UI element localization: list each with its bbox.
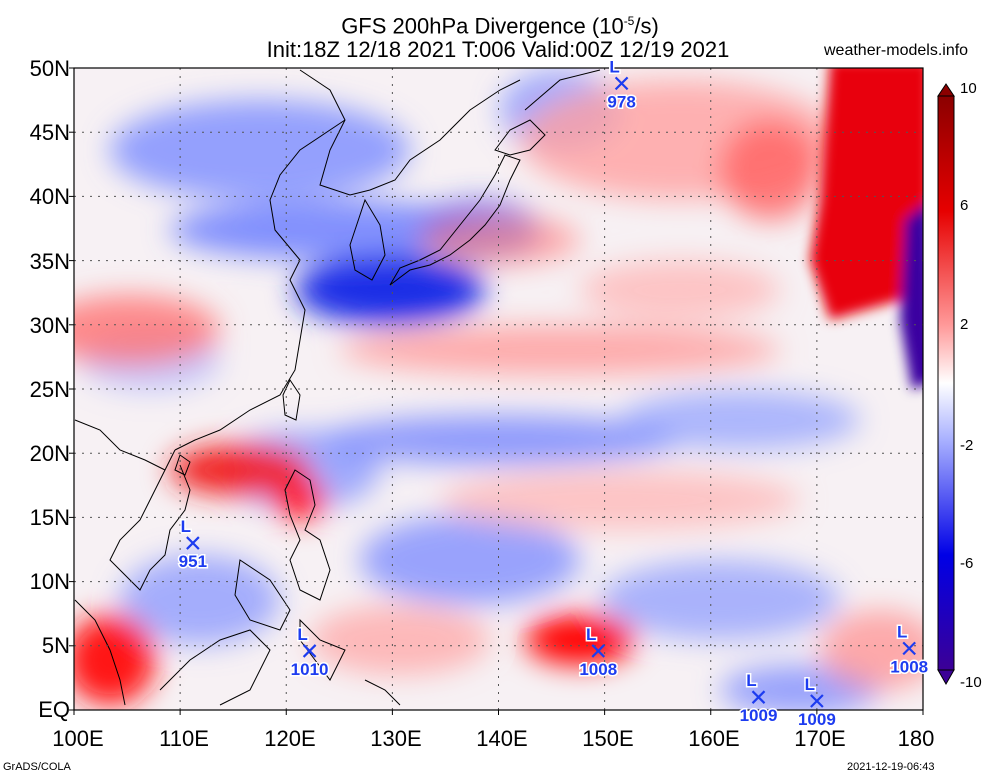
lon-label-180: 180	[897, 726, 935, 751]
axis-ticks	[69, 67, 924, 715]
low-pressure-value: 1010	[291, 660, 329, 679]
lat-label-10n: 10N	[29, 569, 70, 594]
low-pressure-value: 1008	[890, 657, 928, 676]
map-title-line1: GFS 200hPa Divergence (10-5/s)	[341, 13, 659, 39]
low-center-x-icon	[186, 536, 200, 550]
lat-label-25n: 25N	[29, 377, 70, 402]
lat-label-eq: EQ	[38, 697, 70, 722]
lat-label-30n: 30N	[29, 313, 70, 338]
lat-label-50n: 50N	[29, 56, 70, 81]
lat-label-5n: 5N	[41, 633, 70, 658]
low-pressure-value: 978	[607, 92, 635, 111]
low-center-x-icon	[614, 76, 629, 91]
map-title-line2: Init:18Z 12/18 2021 T:006 Valid:00Z 12/1…	[266, 37, 730, 62]
low-letter: L	[181, 517, 191, 536]
site-credit: weather-models.info	[824, 42, 969, 59]
lon-label-130e: 130E	[370, 726, 422, 751]
low-marker: L 1008	[578, 623, 619, 680]
low-letter: L	[746, 671, 756, 690]
lat-label-20n: 20N	[29, 441, 70, 466]
low-center-x-icon	[810, 694, 824, 708]
colorbar	[937, 83, 955, 686]
lon-label-100e: 100E	[52, 726, 104, 751]
low-pressure-value: 951	[179, 552, 207, 571]
low-pressure-value: 1008	[579, 660, 617, 679]
lat-label-40n: 40N	[29, 184, 70, 209]
colorbar-label-neg6: -6	[960, 555, 974, 572]
low-marker: L 1010	[289, 623, 330, 680]
colorbar-label-10: 10	[960, 80, 977, 97]
low-center-x-icon	[302, 644, 317, 658]
colorbar-label-neg10: -10	[960, 674, 982, 691]
coastlines	[74, 69, 601, 706]
low-marker: L 1009	[738, 670, 779, 727]
divergence-field	[74, 68, 923, 710]
lon-label-160e: 160E	[688, 726, 740, 751]
low-center-x-icon	[591, 644, 606, 658]
low-letter: L	[897, 622, 907, 641]
lat-label-35n: 35N	[29, 249, 70, 274]
colorbar-label-6: 6	[960, 197, 969, 214]
low-letter: L	[805, 675, 815, 694]
graticule	[74, 68, 923, 710]
low-marker: L 1009	[796, 674, 837, 731]
low-letter: L	[586, 625, 596, 644]
low-center-x-icon	[751, 690, 766, 704]
lon-label-150e: 150E	[582, 726, 634, 751]
low-letter: L	[609, 57, 619, 76]
low-center-x-icon	[902, 641, 916, 656]
lon-label-120e: 120E	[264, 726, 316, 751]
lat-label-15n: 15N	[29, 505, 70, 530]
low-pressure-value: 1009	[798, 710, 836, 729]
footer-timestamp: 2021-12-19-06:43	[847, 761, 935, 773]
lon-label-170e: 170E	[794, 726, 846, 751]
low-pressure-markers: L 978 L 951 L 1010 L 1008 L 1009 L 1009 L 1008	[177, 56, 930, 731]
low-pressure-value: 1009	[740, 706, 778, 725]
lon-label-110e: 110E	[159, 726, 209, 751]
colorbar-label-neg2: -2	[960, 437, 974, 454]
footer-software: GrADS/COLA	[3, 761, 71, 773]
low-marker: L 978	[606, 56, 637, 113]
low-marker: L 951	[177, 516, 208, 573]
colorbar-label-2: 2	[960, 316, 969, 333]
low-letter: L	[297, 625, 307, 644]
lat-label-45n: 45N	[29, 120, 70, 145]
low-marker: L 1008	[889, 621, 930, 678]
lon-label-140e: 140E	[476, 726, 528, 751]
